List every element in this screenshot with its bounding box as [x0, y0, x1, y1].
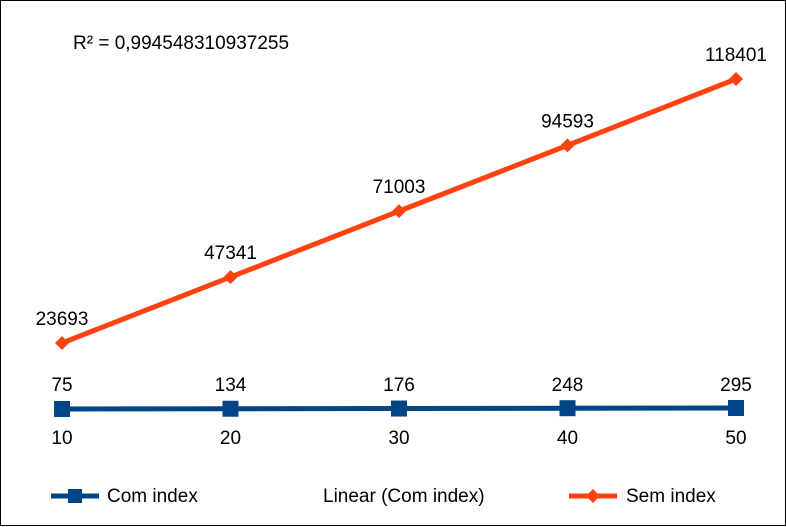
x-tick-label: 30 — [388, 428, 409, 449]
data-point-sem-index[interactable] — [223, 270, 238, 285]
legend-item-trendline[interactable]: Linear (Com index) — [323, 486, 485, 507]
legend-label-com-index: Com index — [107, 486, 198, 507]
data-point-com-index[interactable] — [222, 400, 239, 417]
legend: Com index Linear (Com index) Sem index — [51, 486, 716, 507]
data-point-com-index[interactable] — [559, 400, 576, 417]
data-label-com-index: 134 — [215, 375, 247, 396]
data-label-com-index: 176 — [383, 375, 415, 396]
r-squared-annotation: R² = 0,994548310937255 — [73, 33, 289, 54]
data-label-sem-index: 23693 — [36, 309, 89, 330]
x-tick-label: 50 — [725, 428, 746, 449]
data-point-com-index[interactable] — [391, 400, 407, 417]
data-point-sem-index[interactable] — [55, 336, 69, 350]
x-tick-label: 10 — [51, 428, 72, 449]
data-point-sem-index[interactable] — [729, 72, 743, 86]
data-label-sem-index: 94593 — [541, 111, 594, 132]
legend-item-sem-index[interactable]: Sem index — [569, 486, 716, 507]
data-point-com-index[interactable] — [54, 401, 70, 417]
legend-label-trendline: Linear (Com index) — [323, 486, 485, 507]
x-tick-label: 40 — [557, 428, 578, 449]
data-label-sem-index: 71003 — [373, 177, 426, 198]
plot-area: 75 134 176 248 295 23693 47341 71003 94593 118401… — [36, 45, 767, 449]
data-label-sem-index: 47341 — [204, 243, 257, 264]
legend-marker-sem-index — [586, 489, 600, 503]
data-label-com-index: 75 — [51, 375, 72, 396]
data-point-com-index[interactable] — [728, 400, 744, 416]
data-point-sem-index[interactable] — [560, 138, 575, 153]
x-tick-label: 20 — [220, 428, 241, 449]
data-label-com-index: 295 — [720, 375, 752, 396]
data-label-sem-index: 118401 — [705, 45, 767, 66]
data-point-sem-index[interactable] — [392, 204, 406, 219]
data-label-com-index: 248 — [552, 375, 584, 396]
legend-label-sem-index: Sem index — [626, 486, 716, 507]
legend-item-com-index[interactable]: Com index — [51, 486, 198, 507]
legend-marker-com-index — [68, 489, 82, 503]
